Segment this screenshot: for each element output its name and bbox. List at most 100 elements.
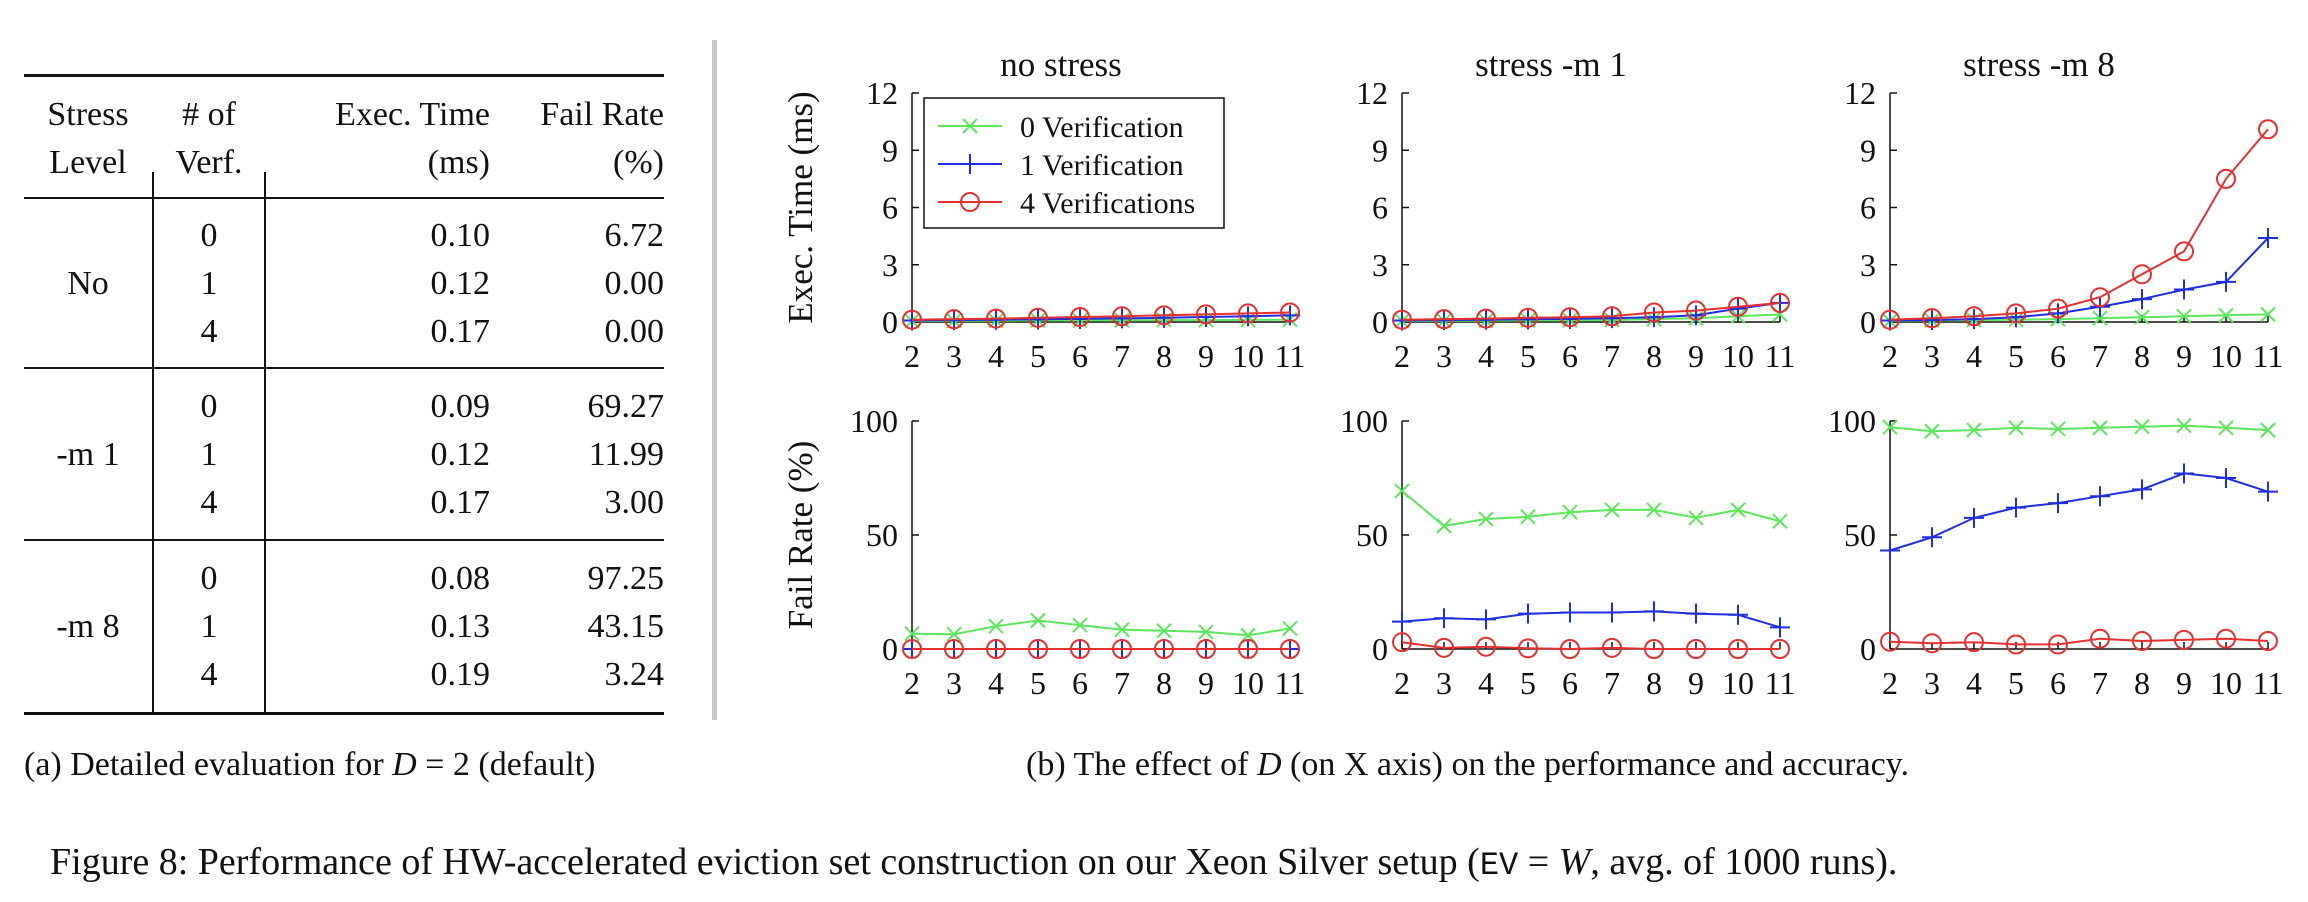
data-point (1072, 617, 1088, 633)
verf-cell: 1 (200, 436, 218, 473)
data-point (1686, 300, 1706, 321)
data-point (1478, 511, 1494, 527)
verf-cell: 4 (200, 484, 218, 521)
data-point (1028, 307, 1048, 328)
data-point (2134, 309, 2150, 325)
data-point (2092, 310, 2108, 326)
data-point (946, 626, 962, 642)
x-tick-label: 6 (1562, 338, 1578, 374)
data-point (2132, 479, 2152, 500)
data-point (1964, 632, 1984, 653)
chart-title: stress -m 1 (1475, 45, 1627, 84)
series-line (911, 314, 1291, 322)
x-tick-label: 11 (2253, 338, 2284, 374)
x-tick-label: 11 (2253, 665, 2284, 701)
x-tick-label: 11 (1275, 665, 1306, 701)
series-line (1889, 424, 2269, 433)
x-tick-label: 10 (1722, 338, 1754, 374)
x-tick-label: 10 (2210, 665, 2242, 701)
header-fail-rate-line2: (%) (613, 144, 664, 181)
data-point (988, 618, 1004, 634)
data-point (2258, 119, 2278, 140)
caption-a-post: = 2 (default) (416, 746, 596, 783)
data-point (2050, 421, 2066, 437)
fail-rate-cell: 3.00 (604, 484, 665, 521)
verf-cell: 4 (200, 656, 218, 693)
y-tick-label: 9 (1860, 132, 1876, 168)
fail-rate-cell: 3.24 (604, 656, 665, 693)
data-point (1880, 310, 1900, 331)
chart-title: stress -m 8 (1963, 45, 2115, 84)
data-point (944, 639, 964, 659)
legend-label: 4 Verifications (1020, 187, 1195, 220)
data-point (2006, 634, 2026, 655)
x-tick-label: 9 (2176, 338, 2192, 374)
x-tick-label: 6 (1072, 665, 1088, 701)
y-tick-label: 0 (882, 631, 898, 667)
data-point (1280, 639, 1300, 659)
x-tick-label: 10 (1232, 665, 1264, 701)
y-tick-label: 0 (1372, 631, 1388, 667)
data-point (2260, 422, 2276, 438)
stress-level-cell: -m 1 (56, 436, 120, 473)
y-tick-label: 3 (1372, 247, 1388, 283)
data-point (2174, 279, 2194, 300)
table-vertical-rule (264, 172, 266, 712)
legend-label: 1 Verification (1020, 149, 1184, 182)
data-point (2008, 420, 2024, 436)
data-point (1602, 602, 1622, 623)
data-point (2048, 298, 2068, 319)
exec-time-cell: 0.12 (430, 436, 491, 473)
data-point (2260, 306, 2276, 323)
data-point (1114, 621, 1130, 638)
y-tick-label: 6 (1860, 190, 1876, 226)
data-point (1238, 303, 1258, 324)
data-point (2258, 481, 2278, 502)
data-point (1602, 306, 1622, 327)
x-tick-label: 3 (1436, 665, 1452, 701)
data-point (1924, 423, 1940, 439)
x-tick-label: 8 (1156, 665, 1172, 701)
verf-cell: 0 (200, 388, 218, 425)
data-point (1476, 309, 1496, 330)
data-point (1964, 306, 1984, 327)
data-point (2006, 307, 2026, 328)
y-tick-label: 50 (866, 517, 898, 553)
x-tick-label: 9 (1198, 338, 1214, 374)
verf-cell: 0 (200, 217, 218, 254)
legend-label: 0 Verification (1020, 111, 1184, 144)
x-tick-label: 3 (1924, 665, 1940, 701)
y-tick-label: 6 (1372, 190, 1388, 226)
data-point (2216, 168, 2236, 189)
stress-level-cell: No (67, 265, 109, 302)
y-tick-label: 9 (1372, 132, 1388, 168)
series-line (1401, 610, 1781, 629)
fail-rate-cell: 6.72 (604, 217, 665, 254)
verf-cell: 4 (200, 313, 218, 350)
data-point (1518, 603, 1538, 624)
series-line (911, 619, 1291, 637)
data-point (1392, 309, 1412, 330)
data-point (2090, 628, 2110, 649)
y-tick-label: 50 (1844, 517, 1876, 553)
y-tick-label: 0 (1860, 304, 1876, 340)
data-point (1520, 509, 1536, 525)
figure-caption-var: W (1558, 841, 1591, 883)
data-point (986, 309, 1006, 330)
data-point (2216, 271, 2236, 292)
data-point (1198, 624, 1214, 640)
data-point (2174, 241, 2194, 262)
data-point (1560, 602, 1580, 623)
x-tick-label: 5 (1030, 338, 1046, 374)
x-tick-label: 7 (1114, 665, 1130, 701)
caption-b: (b) The effect of D (on X axis) on the p… (1026, 748, 1909, 782)
caption-b-post: (on X axis) on the performance and accur… (1281, 746, 1909, 783)
data-point (2048, 634, 2068, 655)
data-point (1644, 302, 1664, 323)
x-tick-label: 8 (1156, 338, 1172, 374)
x-tick-label: 2 (1394, 338, 1410, 374)
evaluation-table: Stress Level # of Verf. Exec. Time (ms) … (24, 0, 664, 730)
y-tick-label: 50 (1356, 517, 1388, 553)
x-tick-label: 6 (1562, 665, 1578, 701)
